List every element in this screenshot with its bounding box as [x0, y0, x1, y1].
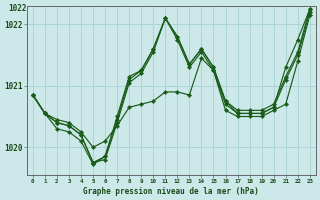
Text: 1022: 1022	[8, 4, 27, 13]
X-axis label: Graphe pression niveau de la mer (hPa): Graphe pression niveau de la mer (hPa)	[84, 187, 259, 196]
